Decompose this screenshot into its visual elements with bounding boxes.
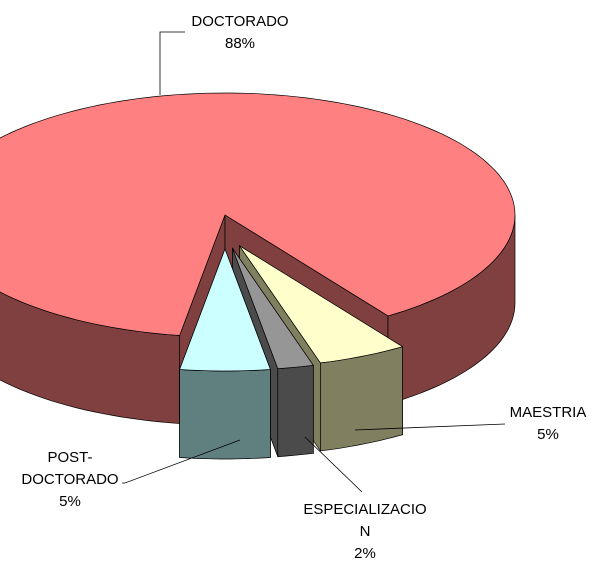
category-label: POST-DOCTORADO bbox=[21, 449, 119, 488]
value-label: 2% bbox=[354, 545, 376, 561]
slice bbox=[179, 248, 271, 372]
leader-line bbox=[159, 31, 185, 95]
category-label: DOCTORADO bbox=[191, 13, 289, 30]
value-label: 88% bbox=[224, 35, 256, 52]
slices bbox=[0, 92, 516, 460]
slice bbox=[239, 245, 404, 364]
slice bbox=[0, 92, 516, 336]
slice-side bbox=[320, 346, 403, 452]
label-maestria: MAESTRIA 5% bbox=[498, 402, 594, 446]
label-especializacion: ESPECIALIZACION 2% bbox=[301, 499, 429, 561]
slice-side bbox=[277, 364, 314, 458]
label-post-doctorado: POST-DOCTORADO 5% bbox=[18, 447, 122, 513]
category-label: ESPECIALIZACION bbox=[303, 501, 427, 540]
leader-lines bbox=[122, 31, 506, 493]
label-doctorado: DOCTORADO 88% bbox=[180, 11, 300, 55]
category-label: MAESTRIA bbox=[509, 404, 587, 421]
slice bbox=[232, 248, 314, 370]
leader-line bbox=[354, 423, 506, 431]
value-label: 5% bbox=[537, 426, 559, 443]
leader-line bbox=[122, 439, 241, 484]
leader-line bbox=[304, 436, 363, 493]
value-label: 5% bbox=[59, 493, 81, 510]
